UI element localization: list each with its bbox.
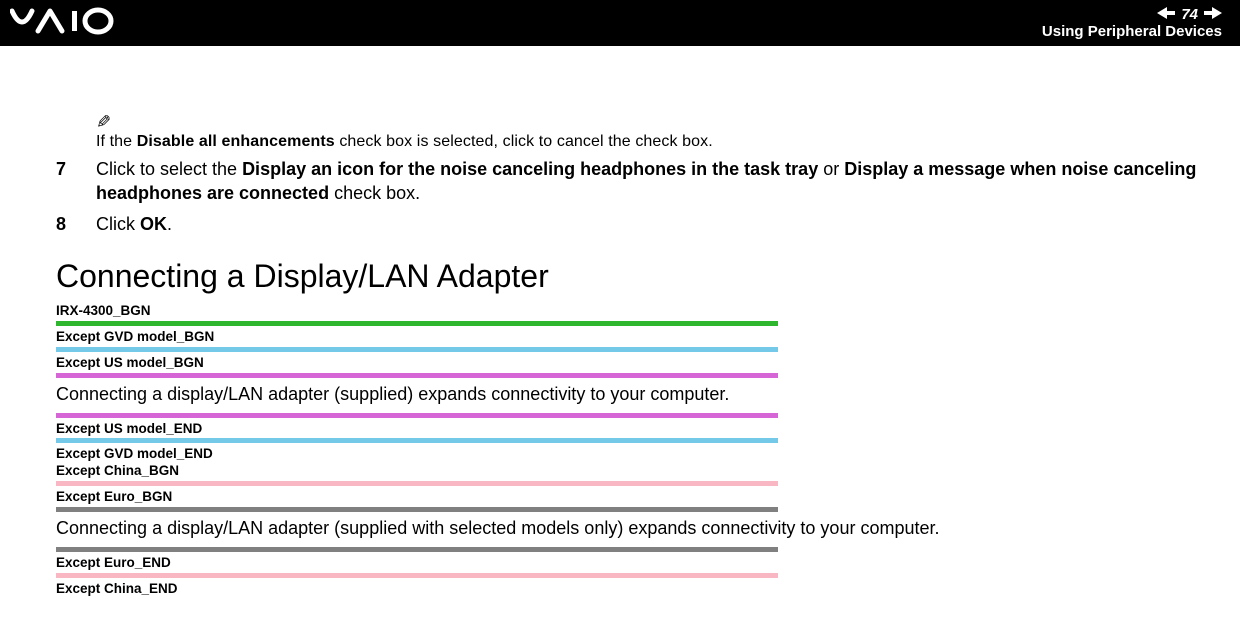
note-block: ✎ If the Disable all enhancements check …	[96, 112, 1208, 151]
page-content: ✎ If the Disable all enhancements check …	[0, 46, 1240, 598]
bar-cyan-1	[56, 347, 778, 352]
section-title: Using Peripheral Devices	[1042, 24, 1222, 41]
bar-pink-2	[56, 573, 778, 578]
body-text-1: Connecting a display/LAN adapter (suppli…	[56, 384, 1208, 405]
note-prefix: If the	[96, 133, 137, 150]
tag-block-1: IRX-4300_BGN Except GVD model_BGN Except…	[56, 303, 1208, 378]
tag-gvd-bgn: Except GVD model_BGN	[56, 329, 1208, 346]
page-nav: 74	[1042, 6, 1222, 24]
tag-china-end: Except China_END	[56, 581, 1208, 598]
note-suffix: check box is selected, click to cancel t…	[335, 133, 713, 150]
bar-gray-2	[56, 547, 778, 552]
step7-p3: check box.	[329, 183, 420, 203]
step-7-body: Click to select the Display an icon for …	[96, 157, 1208, 206]
tag-china-bgn: Except China_BGN	[56, 463, 1208, 480]
main-heading: Connecting a Display/LAN Adapter	[56, 258, 1208, 295]
step-7: 7 Click to select the Display an icon fo…	[56, 157, 1208, 206]
bar-cyan-2	[56, 438, 778, 443]
tag-block-3: Except Euro_END Except China_END	[56, 547, 1208, 598]
bar-magenta-2	[56, 413, 778, 418]
page-number: 74	[1181, 7, 1198, 24]
step7-p2: or	[818, 159, 844, 179]
note-text: If the Disable all enhancements check bo…	[96, 133, 1208, 151]
step-8-body: Click OK.	[96, 212, 172, 236]
step-8: 8 Click OK.	[56, 212, 1208, 236]
step-7-number: 7	[56, 157, 96, 206]
next-page-arrow-icon[interactable]	[1204, 6, 1222, 24]
tag-irx: IRX-4300_BGN	[56, 303, 1208, 320]
page-header: 74 Using Peripheral Devices	[0, 0, 1240, 46]
step8-p2: .	[167, 214, 172, 234]
step8-p1: Click	[96, 214, 140, 234]
step7-p1: Click to select the	[96, 159, 242, 179]
tag-euro-end: Except Euro_END	[56, 555, 1208, 572]
vaio-logo-svg	[10, 7, 150, 35]
step8-b1: OK	[140, 214, 167, 234]
tag-us-end: Except US model_END	[56, 421, 1208, 438]
bar-magenta-1	[56, 373, 778, 378]
note-icon: ✎	[96, 112, 111, 133]
tag-gvd-end: Except GVD model_END	[56, 446, 1208, 463]
bar-green	[56, 321, 778, 326]
header-right: 74 Using Peripheral Devices	[1042, 6, 1222, 40]
tag-block-2: Except US model_END Except GVD model_END…	[56, 413, 1208, 513]
tag-us-bgn: Except US model_BGN	[56, 355, 1208, 372]
vaio-logo	[10, 7, 150, 40]
step-8-number: 8	[56, 212, 96, 236]
bar-pink-1	[56, 481, 778, 486]
prev-page-arrow-icon[interactable]	[1157, 6, 1175, 24]
tag-euro-bgn: Except Euro_BGN	[56, 489, 1208, 506]
note-bold: Disable all enhancements	[137, 133, 335, 150]
bar-gray-1	[56, 507, 778, 512]
step7-b1: Display an icon for the noise canceling …	[242, 159, 818, 179]
body-text-2: Connecting a display/LAN adapter (suppli…	[56, 518, 1208, 539]
